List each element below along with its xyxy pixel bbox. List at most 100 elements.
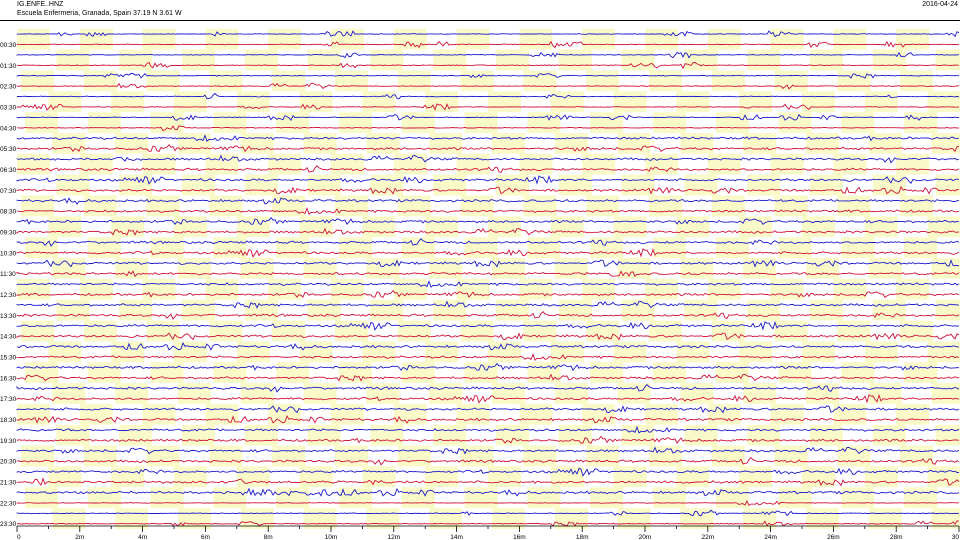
trace-row-10 [16, 134, 960, 142]
band-49 [299, 91, 333, 113]
band-12 [770, 28, 804, 50]
band-270 [17, 403, 50, 425]
band-100 [645, 153, 678, 175]
trace-row-19 [16, 227, 960, 236]
band-235 [676, 341, 710, 363]
band-277 [456, 403, 490, 425]
band-161 [715, 237, 749, 258]
band-230 [362, 341, 396, 363]
x-tick-label-0: 0 [17, 534, 21, 540]
band-171 [429, 258, 463, 279]
band-43 [837, 70, 871, 92]
band-232 [488, 341, 521, 363]
band-18 [244, 49, 278, 71]
band-189 [582, 278, 616, 300]
band-77 [178, 133, 211, 154]
band-312 [774, 445, 808, 467]
band-147 [802, 216, 835, 238]
band-22 [496, 49, 529, 71]
band-55 [676, 91, 710, 113]
band-42 [774, 70, 808, 92]
x-tick-label-24m: 24m [764, 534, 777, 540]
band-7 [456, 28, 490, 50]
band-340 [653, 487, 686, 509]
band-111 [433, 174, 467, 196]
band-287 [182, 424, 215, 446]
band-91 [79, 153, 113, 175]
trace-row-39 [16, 435, 960, 444]
band-70 [653, 112, 686, 133]
row-label-13:30: 13:30 [0, 313, 17, 320]
band-96 [393, 153, 427, 175]
trace-row-11 [16, 144, 960, 153]
band-302 [146, 445, 180, 467]
band-2 [142, 28, 176, 50]
band-159 [590, 237, 624, 258]
band-27 [810, 49, 843, 71]
trace-row-21 [16, 248, 960, 258]
band-59 [927, 91, 960, 113]
trace-row-44 [16, 487, 960, 497]
band-72 [778, 112, 812, 133]
band-6 [393, 28, 427, 50]
band-234 [613, 341, 647, 363]
band-326 [739, 466, 773, 488]
band-64 [276, 112, 310, 133]
band-129 [586, 195, 620, 217]
band-125 [335, 195, 368, 217]
band-52 [488, 91, 521, 113]
band-73 [841, 112, 875, 133]
band-35 [335, 70, 368, 92]
x-axis: 0 2m 4m 6m 8m 10m 12m 14m 16m 18m 20m 22m 24m 26m 28m 3… [16, 525, 960, 540]
band-127 [460, 195, 494, 217]
station-location: Escuela Enfermeria, Granada, Spain 37.19… [17, 10, 182, 17]
band-48 [236, 91, 270, 113]
band-301 [83, 445, 117, 467]
band-123 [209, 195, 243, 217]
band-260 [366, 383, 400, 404]
band-344 [904, 487, 938, 509]
trace-row-34 [16, 384, 960, 393]
band-166 [115, 258, 149, 279]
band-150 [25, 237, 58, 258]
x-tick-label-30: 30 [952, 534, 960, 540]
band-272 [142, 403, 176, 425]
band-81 [429, 133, 463, 154]
band-118 [872, 174, 906, 196]
band-322 [488, 466, 521, 488]
trace-rows [16, 30, 960, 527]
band-107 [182, 174, 215, 196]
band-130 [649, 195, 682, 217]
band-290 [370, 424, 404, 446]
row-label-00:30: 00:30 [0, 42, 17, 49]
band-175 [680, 258, 714, 279]
band-151 [87, 237, 121, 258]
trace-row-1 [16, 40, 960, 49]
trace-row-24 [16, 280, 960, 288]
band-17 [182, 49, 215, 71]
band-160 [653, 237, 686, 258]
band-87 [806, 133, 839, 154]
band-14 [896, 28, 930, 50]
row-label-01:30: 01:30 [0, 63, 17, 70]
band-76 [115, 133, 149, 154]
record-date: 2016-04-24 [922, 1, 958, 8]
band-209 [935, 299, 960, 321]
band-333 [213, 487, 247, 509]
band-50 [362, 91, 396, 113]
row-label-23:30: 23:30 [0, 521, 17, 528]
band-83 [554, 133, 588, 154]
band-1 [79, 28, 113, 50]
band-253 [841, 362, 875, 383]
band-273 [205, 403, 239, 425]
band-63 [213, 112, 247, 133]
band-338 [527, 487, 561, 509]
band-318 [236, 466, 270, 488]
band-41 [711, 70, 745, 92]
band-286 [119, 424, 153, 446]
band-250 [653, 362, 686, 383]
band-71 [715, 112, 749, 133]
band-148 [864, 216, 898, 238]
band-179 [931, 258, 960, 279]
